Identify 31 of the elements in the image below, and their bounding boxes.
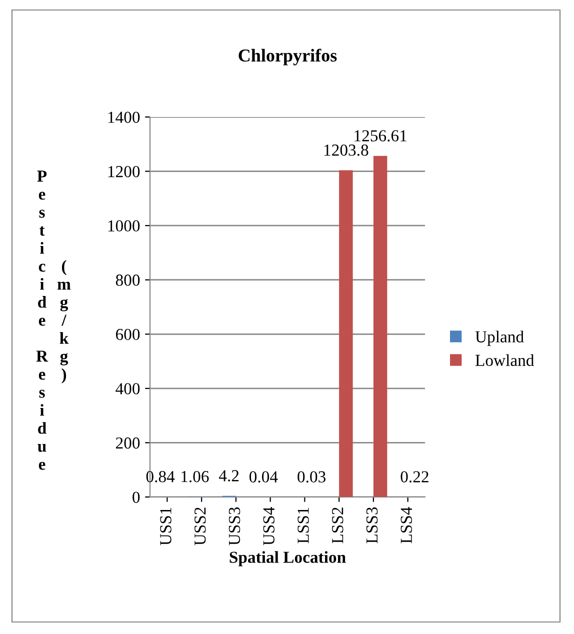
y-tick-label: 1000 [108,220,140,232]
data-label: 0.03 [298,471,326,483]
x-tick-label: LSS1 [298,508,309,544]
x-tick-label: LSS3 [366,507,378,544]
y-tick-label: 200 [116,437,140,449]
data-label: 0.84 [146,471,175,482]
y-tick-label: 400 [116,383,140,394]
x-tick-label: LSS2 [332,508,344,544]
data-label: 0.04 [249,471,278,483]
y-tick-label: 800 [116,274,140,286]
chart-title: Chlorpyrifos [238,48,337,66]
x-tick-label: LSS4 [400,506,412,544]
data-label: 1256.61 [354,130,406,142]
data-label: 1.06 [182,470,209,482]
x-tick-label: USS3 [228,507,240,546]
x-axis-title: Spatial Location [230,551,346,566]
bar [339,170,353,497]
y-tick-label: 600 [116,328,140,340]
y-tick-label: 1400 [108,112,140,123]
x-tick-label: USS1 [160,508,172,546]
text: Pesticide Residue (mg/kg) [36,170,71,470]
y-tick-label: 1200 [108,166,140,178]
data-label: 4.2 [218,470,239,482]
bar [373,156,388,497]
data-label: 1203.8 [324,144,368,156]
y-tick-label: 0 [132,492,140,503]
x-tick-label: USS4 [263,506,274,546]
data-label: 0.22 [400,471,428,483]
legend-label: Lowland [475,354,534,366]
legend-label: Upland [475,330,524,346]
x-tick-label: USS2 [194,508,206,546]
